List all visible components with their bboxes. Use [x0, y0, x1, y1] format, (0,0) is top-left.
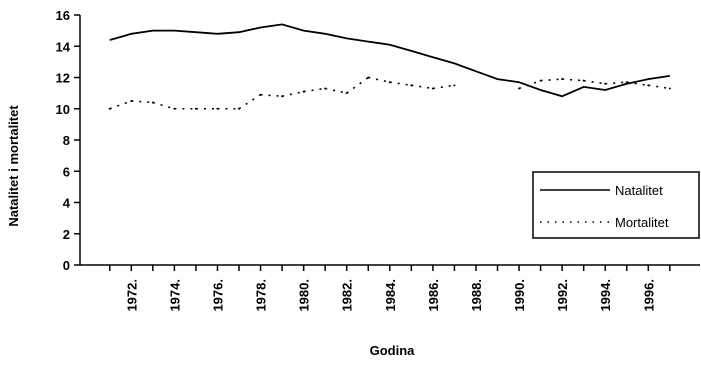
series-segment-mortalitet: [583, 79, 606, 85]
y-tick-label: 12: [56, 71, 70, 86]
data-point-mortalitet: [431, 87, 434, 90]
x-tick-label: 1984.: [383, 279, 398, 312]
y-tick-label: 8: [63, 133, 70, 148]
data-point-mortalitet: [561, 78, 564, 81]
series-segment-mortalitet: [432, 84, 455, 90]
series-segment-mortalitet: [389, 81, 412, 87]
x-tick-label: 1980.: [297, 279, 312, 312]
y-axis-title: Natalitet i mortalitet: [6, 105, 21, 227]
y-tick-label: 0: [63, 258, 70, 273]
series-segment-mortalitet: [346, 76, 369, 94]
series-segment-mortalitet: [411, 84, 434, 90]
data-point-mortalitet: [324, 87, 327, 90]
series-segment-mortalitet: [368, 76, 390, 83]
series-segment-mortalitet: [152, 101, 175, 110]
series-segment-mortalitet: [303, 87, 326, 93]
y-tick-label: 14: [56, 39, 71, 54]
data-point-mortalitet: [539, 79, 542, 82]
x-tick-label: 1992.: [555, 279, 570, 312]
x-axis: 1972. 1974. 1976. 1978. 1980. 1982. 1984. 1986.…: [80, 264, 700, 312]
legend-label-mortalitet: Mortalitet: [615, 215, 669, 230]
x-tick-label: 1996.: [641, 279, 656, 312]
series-segment-mortalitet: [238, 94, 261, 110]
series-natalitet: [109, 23, 670, 98]
y-tick-label: 6: [63, 164, 70, 179]
series-segment-mortalitet: [605, 81, 627, 85]
series-segment-mortalitet: [325, 87, 347, 94]
series-mortalitet: [108, 76, 671, 110]
data-point-mortalitet: [281, 95, 284, 98]
data-point-mortalitet: [604, 82, 607, 85]
y-tick-label: 10: [56, 102, 70, 117]
data-point-mortalitet: [238, 107, 241, 110]
y-tick-label: 2: [63, 227, 70, 242]
data-point-mortalitet: [216, 107, 219, 110]
data-point-mortalitet: [151, 101, 154, 104]
series-layer: [108, 23, 671, 110]
x-axis-title: Godina: [370, 343, 416, 358]
x-tick-label: 1982.: [340, 279, 355, 312]
x-tick-label: 1974.: [167, 279, 182, 312]
data-point-mortalitet: [647, 84, 650, 87]
data-point-mortalitet: [345, 92, 348, 95]
series-segment-mortalitet: [540, 78, 563, 82]
legend-label-natalitet: Natalitet: [615, 183, 663, 198]
data-point-mortalitet: [582, 79, 585, 82]
series-segment-mortalitet: [260, 93, 283, 98]
legend-box: [532, 171, 700, 239]
series-segment-mortalitet: [648, 84, 670, 90]
data-point-mortalitet: [453, 84, 456, 87]
x-tick-label: 1986.: [426, 279, 441, 312]
series-segment-mortalitet: [281, 90, 304, 98]
legend: Natalitet Mortalitet: [532, 171, 700, 239]
x-tick-label: 1990.: [512, 279, 527, 312]
x-tick-label: 1988.: [469, 279, 484, 312]
data-point-mortalitet: [194, 107, 197, 110]
data-point-mortalitet: [259, 93, 262, 96]
series-segment-mortalitet: [518, 79, 541, 90]
data-point-mortalitet: [388, 81, 391, 84]
data-point-mortalitet: [302, 90, 305, 93]
x-tick-label: 1994.: [598, 279, 613, 312]
data-point-mortalitet: [668, 87, 671, 90]
data-point-mortalitet: [173, 107, 176, 110]
data-point-mortalitet: [367, 76, 370, 79]
x-tick-label: 1972.: [124, 279, 139, 312]
data-point-mortalitet: [518, 87, 521, 90]
data-point-mortalitet: [625, 81, 628, 84]
y-axis: 0 2 4 6 8 10 12 14 16: [56, 8, 81, 273]
series-segment-mortalitet: [562, 78, 584, 82]
series-line-natalitet: [109, 23, 670, 98]
x-tick-label: 1978.: [254, 279, 269, 312]
y-tick-label: 4: [63, 196, 71, 211]
x-tick-label: 1976.: [210, 279, 225, 312]
data-point-mortalitet: [410, 84, 413, 87]
series-segment-mortalitet: [109, 100, 132, 110]
y-tick-label: 16: [56, 8, 70, 23]
data-point-mortalitet: [108, 107, 111, 110]
data-point-mortalitet: [130, 99, 133, 102]
series-segment-mortalitet: [131, 100, 153, 104]
